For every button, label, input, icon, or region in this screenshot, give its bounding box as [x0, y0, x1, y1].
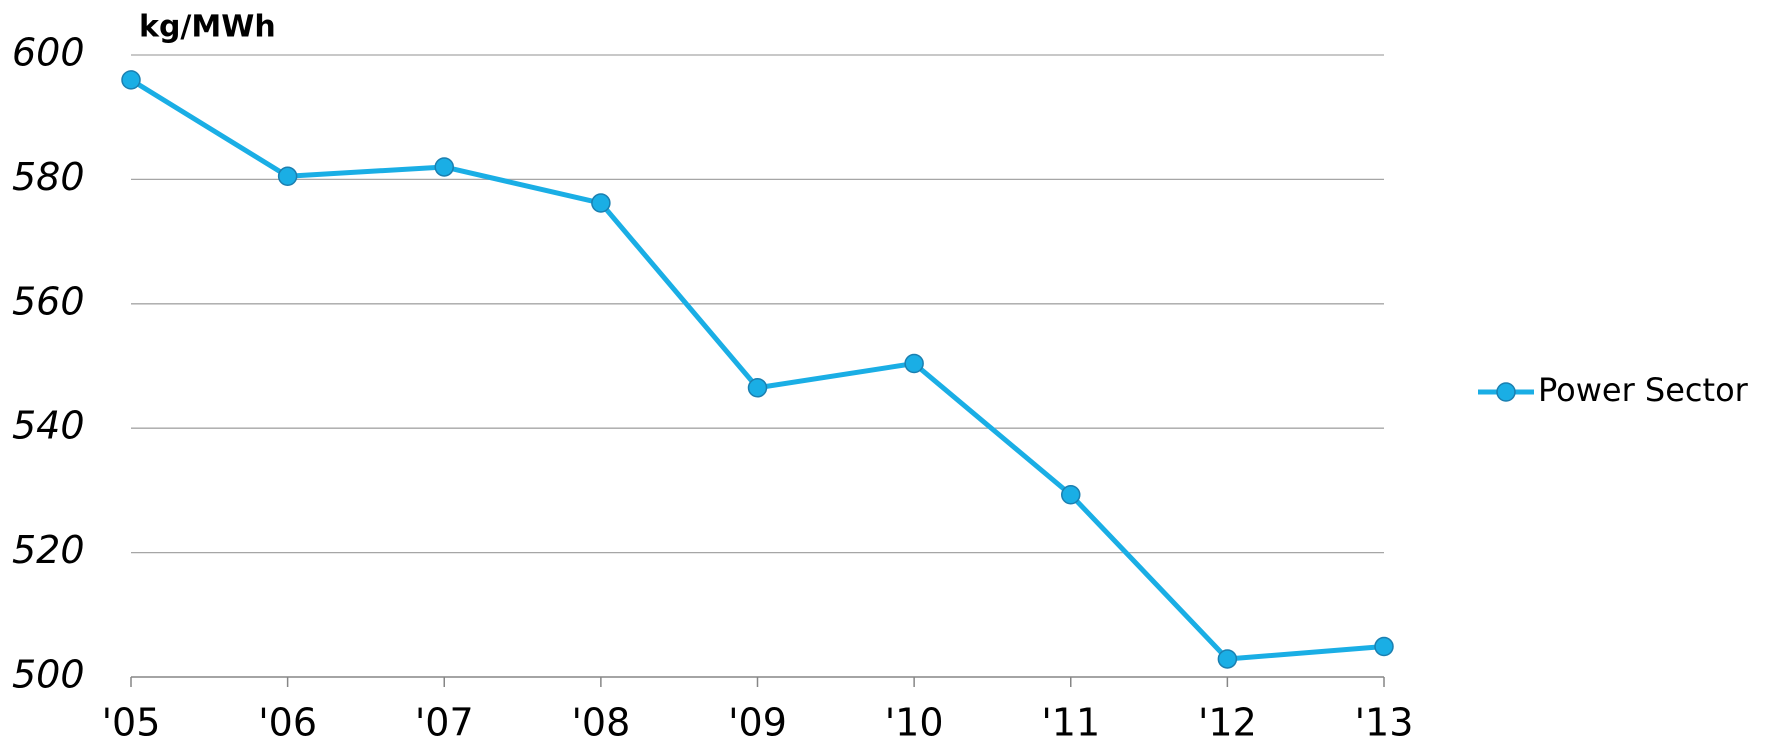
- y-tick-label: 580: [12, 155, 85, 199]
- y-tick-label: 500: [12, 653, 85, 697]
- marker: [1061, 485, 1081, 505]
- marker: [1217, 649, 1238, 669]
- x-tick-label: '05: [102, 701, 161, 745]
- x-tick-label: '08: [571, 701, 630, 745]
- y-tick-label: 600: [12, 31, 85, 75]
- line: [129, 77, 1385, 662]
- legend-label: Power Sector: [1538, 371, 1749, 409]
- legend-marker: [1496, 382, 1516, 402]
- y-tick-label: 520: [12, 528, 85, 572]
- y-axis-label: kg/MWh: [139, 10, 276, 45]
- marker: [904, 353, 924, 374]
- marker: [591, 193, 611, 213]
- y-tick-label: 540: [12, 404, 85, 448]
- marker: [277, 166, 298, 187]
- x-tick-label: '06: [258, 701, 317, 745]
- y-tick-label: 560: [12, 279, 85, 323]
- x-tick-label: '12: [1198, 701, 1257, 745]
- marker: [1374, 636, 1394, 657]
- x-tick-label: '09: [728, 701, 787, 745]
- marker: [434, 157, 454, 177]
- x-tick-label: '10: [885, 701, 944, 745]
- x-tick-label: '11: [1041, 701, 1100, 745]
- x-tick-label: '07: [415, 701, 474, 745]
- marker: [121, 70, 141, 90]
- x-tick-label: '13: [1355, 701, 1414, 745]
- marker: [747, 378, 768, 398]
